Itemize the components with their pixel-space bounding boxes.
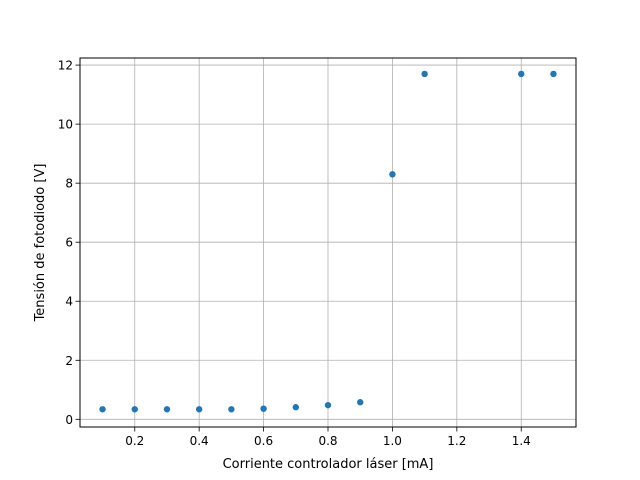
y-tick-label: 2	[65, 354, 73, 368]
y-tick-label: 6	[65, 236, 73, 250]
data-point	[421, 70, 428, 78]
data-point	[195, 406, 203, 413]
grid-lines	[80, 58, 576, 427]
y-tick-label: 12	[58, 59, 73, 73]
y-tick-label: 0	[65, 413, 73, 427]
x-tick-label: 0.4	[190, 434, 209, 448]
y-axis-label: Tensión de fotodiodo [V]	[33, 164, 48, 323]
data-point	[228, 406, 235, 413]
data-point	[518, 70, 525, 78]
data-point	[99, 406, 106, 413]
x-tick-label: 1.0	[383, 434, 402, 448]
data-point	[357, 399, 364, 406]
x-axis-label: Corriente controlador láser [mA]	[223, 457, 434, 472]
x-tick-label: 1.4	[512, 434, 531, 448]
data-point	[292, 404, 299, 411]
data-point	[389, 171, 396, 178]
x-tick-label: 1.2	[447, 434, 466, 448]
x-tick-label: 0.8	[318, 434, 337, 448]
y-tick-label: 8	[65, 177, 73, 191]
data-point	[260, 405, 267, 412]
x-tick-label: 0.2	[125, 434, 144, 448]
data-point	[324, 401, 332, 409]
y-tick-label: 10	[58, 118, 73, 132]
x-axis-ticks: 0.2 0.4 0.6 0.8 1.0 1.2 1.4	[125, 427, 531, 448]
data-point	[550, 70, 557, 78]
data-points	[99, 70, 557, 413]
data-point	[163, 406, 171, 413]
data-point	[131, 406, 138, 413]
y-tick-label: 4	[65, 295, 73, 309]
x-tick-label: 0.6	[254, 434, 273, 448]
y-axis-ticks: 0 2 4 6 8 10 12	[58, 59, 80, 427]
